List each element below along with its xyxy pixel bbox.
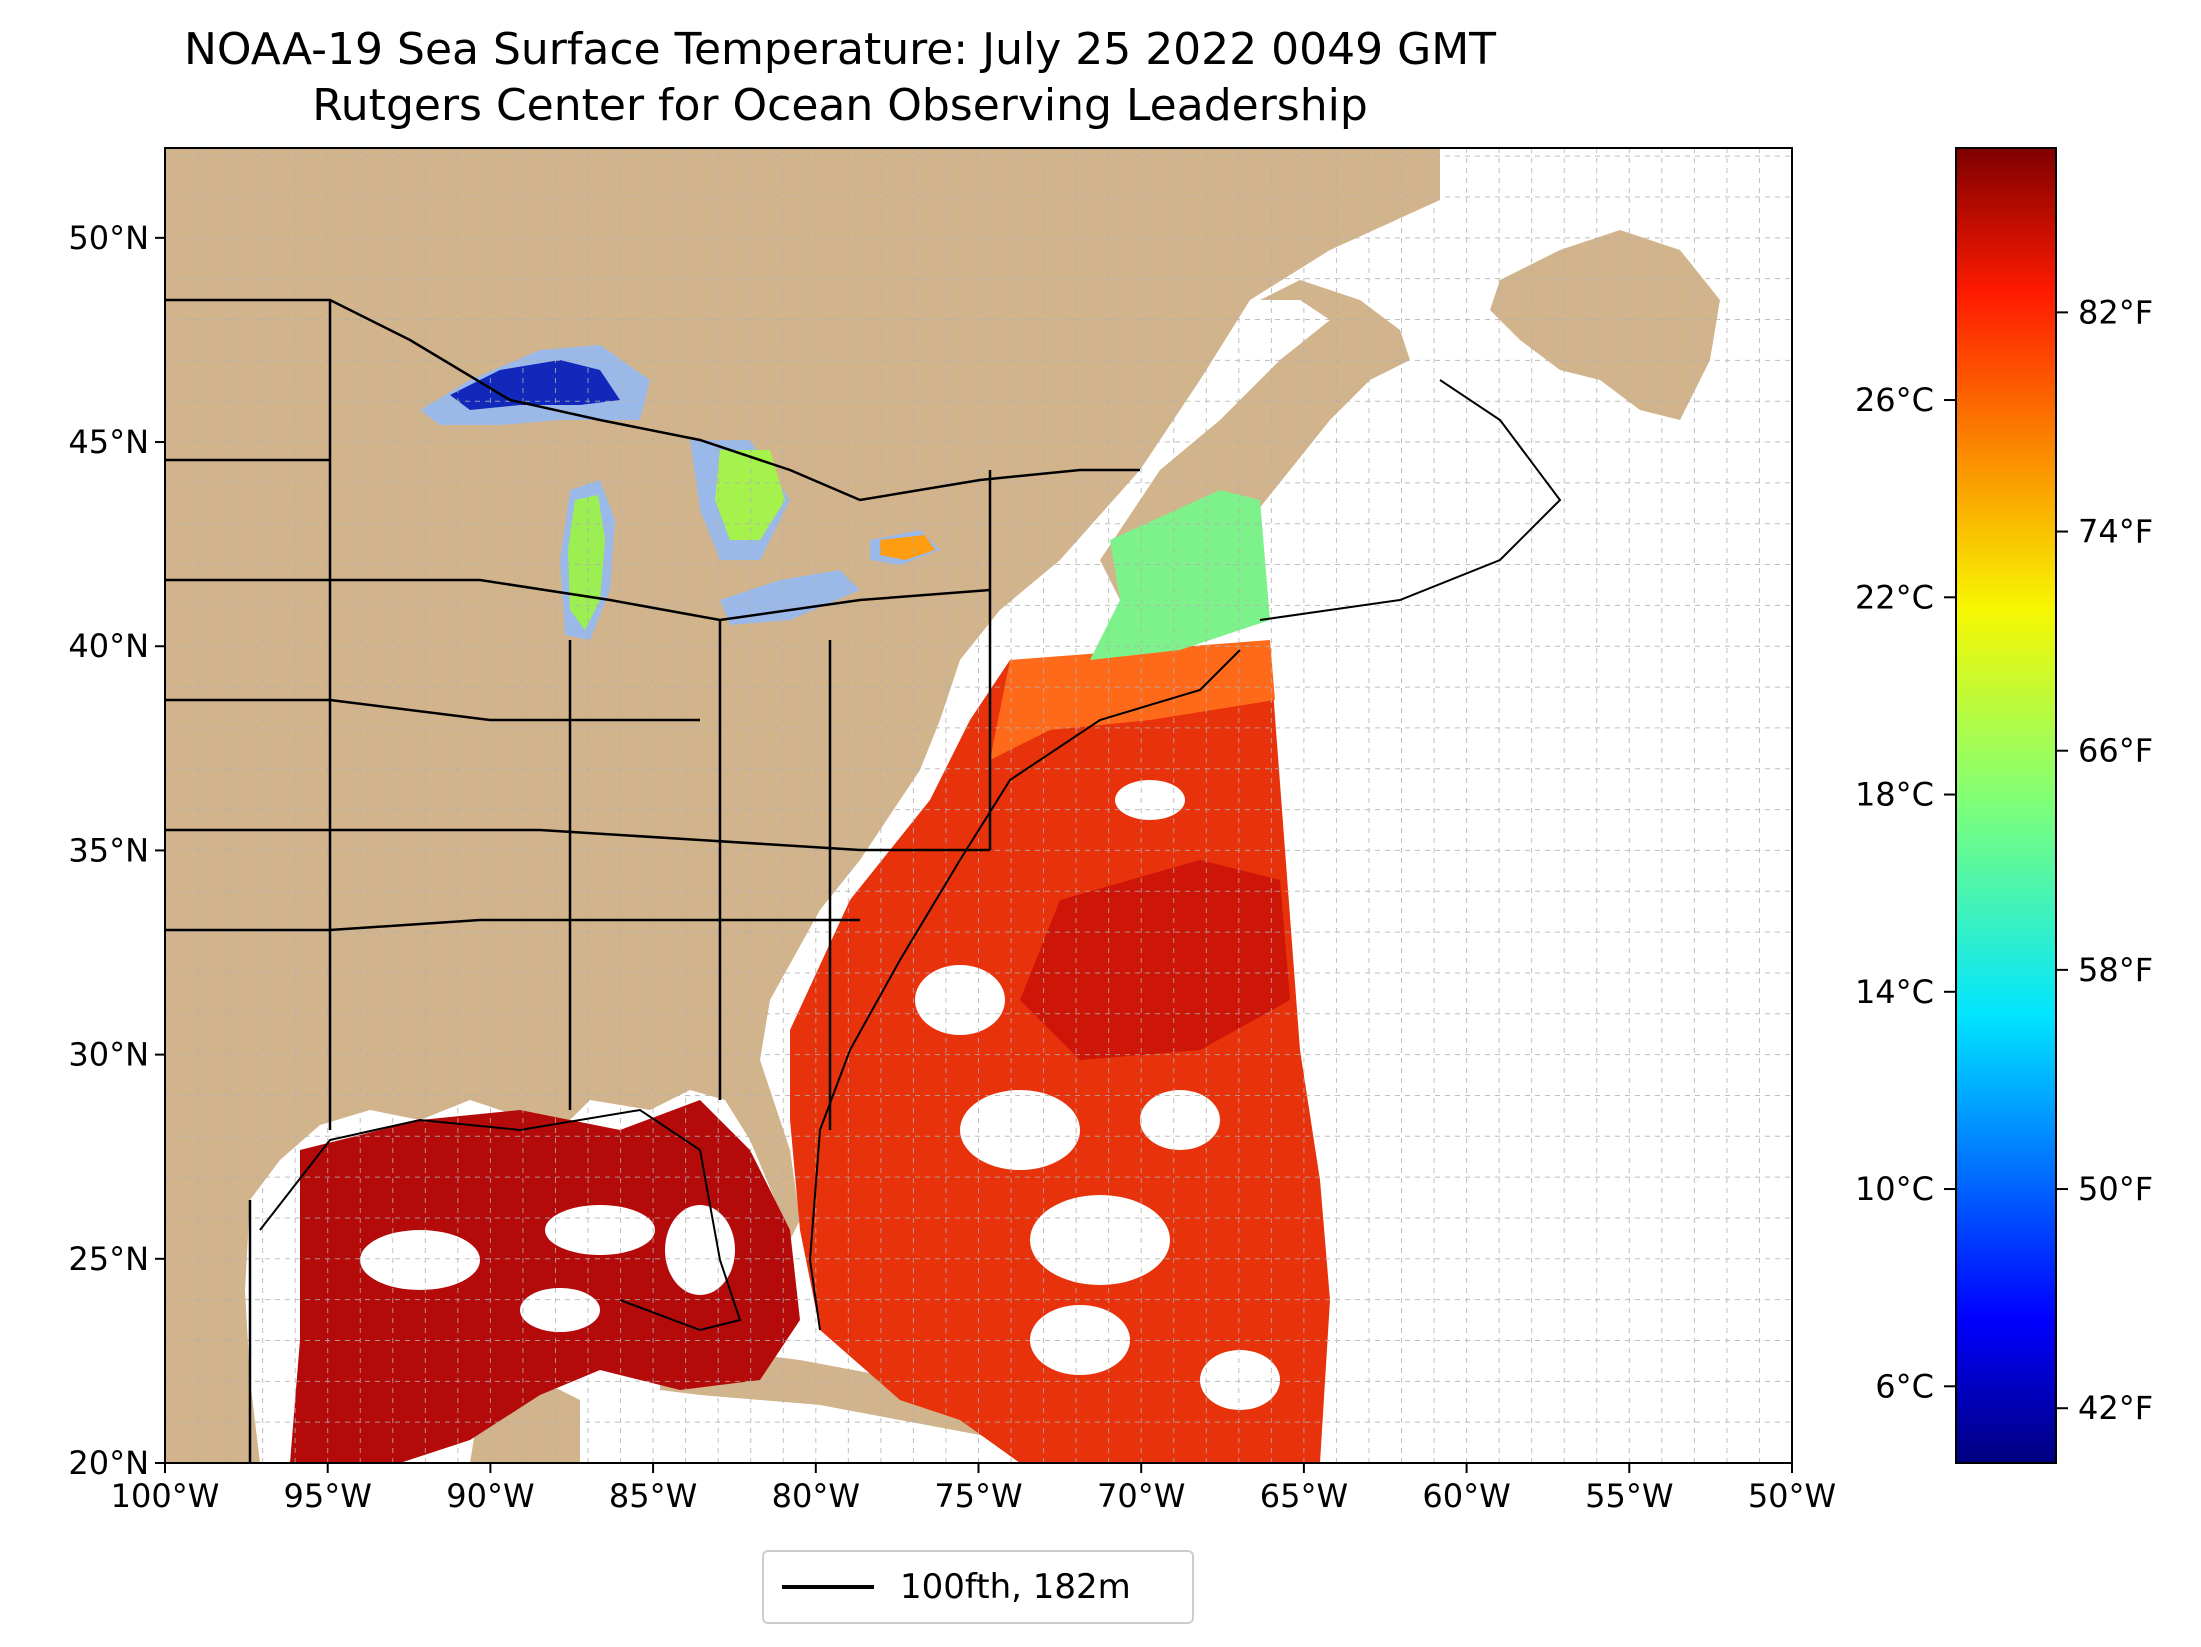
sst-gulf-of-mexico <box>290 1100 800 1463</box>
isobath-100fth <box>259 379 1562 1332</box>
lon-tick-label: 70°W <box>1097 1477 1185 1515</box>
colorbar-celsius-axis: 6°C 10°C 14°C 18°C 22°C 26°C <box>1855 381 1956 1405</box>
map-legend: 100fth, 182m <box>762 1550 1194 1624</box>
colorbar-fahrenheit-axis: 42°F 50°F 58°F 66°F 74°F 82°F <box>2056 293 2153 1427</box>
sst-lake-michigan <box>568 495 605 630</box>
sst-atlantic-swath <box>790 650 1330 1463</box>
cb-c-tick-label: 26°C <box>1855 381 1934 419</box>
sst-gulf-stream-core <box>1020 860 1290 1060</box>
sst-lake-superior <box>450 360 620 410</box>
map-title: NOAA-19 Sea Surface Temperature: July 25… <box>0 22 1680 134</box>
lon-tick-label: 85°W <box>609 1477 697 1515</box>
cb-f-tick-label: 42°F <box>2078 1389 2153 1427</box>
lon-tick-label: 90°W <box>446 1477 534 1515</box>
cb-f-tick-label: 50°F <box>2078 1170 2153 1208</box>
lake-erie <box>720 570 860 625</box>
lon-tick-label: 60°W <box>1422 1477 1510 1515</box>
longitude-axis: 100°W 95°W 90°W 85°W 80°W 75°W 70°W 65°W 60°W 55°… <box>111 1463 1836 1515</box>
lat-tick-label: 40°N <box>68 627 149 665</box>
latitude-axis: 20°N 25°N 30°N 35°N 40°N 45°N 50°N <box>68 219 165 1482</box>
cb-c-tick-label: 14°C <box>1855 973 1934 1011</box>
legend-label: 100fth, 182m <box>900 1567 1131 1607</box>
lon-tick-label: 100°W <box>111 1477 220 1515</box>
sst-gulf-maine-cool <box>1090 490 1270 660</box>
title-line-1: NOAA-19 Sea Surface Temperature: July 25… <box>183 24 1497 75</box>
cb-c-tick-label: 18°C <box>1855 776 1934 814</box>
lat-tick-label: 45°N <box>68 423 149 461</box>
cb-c-tick-label: 6°C <box>1875 1367 1934 1405</box>
lat-tick-label: 50°N <box>68 219 149 257</box>
title-line-2: Rutgers Center for Ocean Observing Leade… <box>312 80 1368 131</box>
lon-tick-label: 95°W <box>284 1477 372 1515</box>
political-boundaries <box>165 298 1140 1463</box>
lon-tick-label: 50°W <box>1748 1477 1836 1515</box>
legend-line-swatch <box>782 1585 874 1589</box>
lon-tick-label: 80°W <box>772 1477 860 1515</box>
north-america-land <box>165 148 1440 1463</box>
cb-f-tick-label: 82°F <box>2078 293 2153 331</box>
cb-f-tick-label: 66°F <box>2078 732 2153 770</box>
lon-tick-label: 75°W <box>934 1477 1022 1515</box>
lat-tick-label: 30°N <box>68 1036 149 1074</box>
lon-tick-label: 65°W <box>1260 1477 1348 1515</box>
map-gridlines <box>165 148 1792 1463</box>
sst-atlantic-north-warm <box>990 640 1275 760</box>
cb-f-tick-label: 58°F <box>2078 951 2153 989</box>
lat-tick-label: 35°N <box>68 831 149 869</box>
lon-tick-label: 55°W <box>1585 1477 1673 1515</box>
cb-f-tick-label: 74°F <box>2078 513 2153 551</box>
cb-c-tick-label: 10°C <box>1855 1170 1934 1208</box>
newfoundland-land <box>1490 230 1720 420</box>
lat-tick-label: 20°N <box>68 1444 149 1482</box>
sst-lake-huron <box>715 450 785 540</box>
lat-tick-label: 25°N <box>68 1240 149 1278</box>
cb-c-tick-label: 22°C <box>1855 578 1934 616</box>
sst-lake-ontario <box>880 535 935 560</box>
colorbar-gradient <box>1955 147 2057 1464</box>
